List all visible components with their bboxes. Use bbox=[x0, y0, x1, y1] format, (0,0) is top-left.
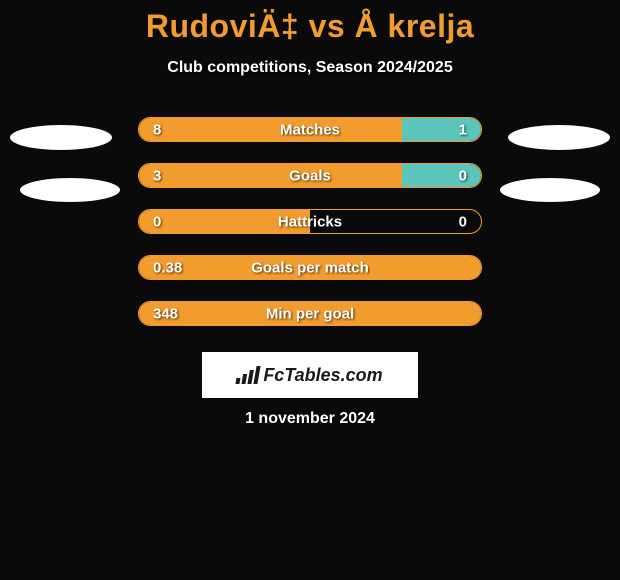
stat-left-value: 0 bbox=[153, 213, 161, 230]
stats-area: 8 1 Matches 3 0 Goals 0 0 Hattricks 0.38 Goals per… bbox=[0, 117, 620, 347]
stat-label: Min per goal bbox=[266, 305, 354, 322]
stat-right-value: 0 bbox=[459, 167, 467, 184]
stat-label: Hattricks bbox=[278, 213, 342, 230]
stat-row: 8 1 Matches bbox=[0, 117, 620, 163]
stat-bar: 3 0 Goals bbox=[138, 163, 482, 188]
stat-bar-left bbox=[139, 164, 402, 187]
stat-bar-right bbox=[402, 118, 481, 141]
stat-bar-right bbox=[402, 164, 481, 187]
stat-right-value: 1 bbox=[459, 121, 467, 138]
logo: FcTables.com bbox=[237, 365, 382, 386]
date-text: 1 november 2024 bbox=[245, 410, 375, 428]
page-title: RudoviÄ‡ vs Å krelja bbox=[0, 0, 620, 45]
logo-box: FcTables.com bbox=[202, 352, 418, 398]
stat-row: 0.38 Goals per match bbox=[0, 255, 620, 301]
stat-bar: 8 1 Matches bbox=[138, 117, 482, 142]
stat-bar: 0 0 Hattricks bbox=[138, 209, 482, 234]
subtitle: Club competitions, Season 2024/2025 bbox=[0, 59, 620, 77]
stat-label: Matches bbox=[280, 121, 340, 138]
stat-left-value: 3 bbox=[153, 167, 161, 184]
stat-left-value: 0.38 bbox=[153, 259, 182, 276]
logo-text: FcTables.com bbox=[263, 365, 382, 386]
stat-row: 3 0 Goals bbox=[0, 163, 620, 209]
stat-left-value: 348 bbox=[153, 305, 178, 322]
stat-left-value: 8 bbox=[153, 121, 161, 138]
stat-bar: 0.38 Goals per match bbox=[138, 255, 482, 280]
stat-bar: 348 Min per goal bbox=[138, 301, 482, 326]
stat-label: Goals per match bbox=[251, 259, 369, 276]
logo-bars-icon bbox=[236, 366, 261, 384]
stat-row: 348 Min per goal bbox=[0, 301, 620, 347]
stat-row: 0 0 Hattricks bbox=[0, 209, 620, 255]
stat-bar-left bbox=[139, 118, 402, 141]
stat-right-value: 0 bbox=[459, 213, 467, 230]
stat-label: Goals bbox=[289, 167, 331, 184]
